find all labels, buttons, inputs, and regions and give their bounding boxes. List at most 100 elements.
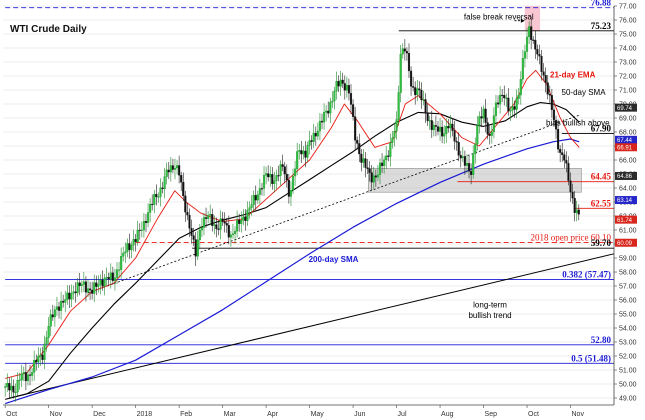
candle-body xyxy=(236,219,239,232)
candle-body xyxy=(78,282,81,286)
candle-body xyxy=(250,204,253,208)
candle-body xyxy=(482,108,485,119)
candle-body xyxy=(43,343,46,360)
candle-body xyxy=(515,98,518,110)
candle-body xyxy=(258,188,261,195)
candle-body xyxy=(312,132,315,142)
candle-body xyxy=(248,207,251,211)
candle-body xyxy=(352,104,355,117)
candle-body xyxy=(200,227,203,231)
candle-body xyxy=(511,106,514,111)
candle-body xyxy=(219,218,222,230)
candle-body xyxy=(550,95,553,110)
candle-body xyxy=(345,85,348,91)
candle-body xyxy=(14,391,17,394)
candle-body xyxy=(74,291,77,294)
candle-body xyxy=(132,239,135,246)
candle-body xyxy=(314,132,317,137)
candle-body xyxy=(530,26,533,40)
annotation: long-term xyxy=(473,301,507,310)
candle-body xyxy=(488,134,491,136)
candle-body xyxy=(118,269,121,271)
candle-body xyxy=(142,220,145,231)
candle-body xyxy=(254,195,257,201)
candle-body xyxy=(521,58,524,80)
candle-body xyxy=(420,89,423,101)
candle-body xyxy=(16,380,19,393)
y-tick-label: 51.00 xyxy=(619,367,637,374)
candle-body xyxy=(215,224,218,229)
y-tick-label: 73.00 xyxy=(619,59,637,66)
candle-body xyxy=(122,252,125,257)
candle-body xyxy=(476,125,479,145)
candle-body xyxy=(111,272,114,281)
candle-body xyxy=(6,383,9,387)
candle-body xyxy=(378,162,382,175)
candle-body xyxy=(192,235,195,240)
candle-body xyxy=(298,150,301,152)
candle-body xyxy=(115,269,119,278)
candle-body xyxy=(22,372,25,374)
candle-body xyxy=(70,293,73,300)
y-tick-label: 66.00 xyxy=(619,157,637,164)
candle-body xyxy=(546,82,549,95)
candle-body xyxy=(557,129,560,150)
candle-body xyxy=(341,79,344,84)
candle-body xyxy=(333,90,336,102)
candle-body xyxy=(486,122,489,135)
candle-body xyxy=(428,120,431,122)
x-tick-label: Feb xyxy=(180,411,192,418)
candle-body xyxy=(414,87,417,96)
candle-body xyxy=(155,194,158,198)
candle-body xyxy=(167,169,170,173)
price-tag-label: 67.44 xyxy=(617,138,633,144)
price-tag-label: 64.86 xyxy=(617,174,633,180)
candle-body xyxy=(33,360,36,373)
candle-body xyxy=(306,145,309,158)
candle-body xyxy=(513,106,516,110)
candle-body xyxy=(91,289,94,294)
candle-body xyxy=(323,112,326,123)
candle-body xyxy=(128,243,131,251)
candle-body xyxy=(173,167,177,170)
candle-body xyxy=(507,97,510,112)
candle-body xyxy=(140,229,143,231)
candle-body xyxy=(97,284,100,287)
price-tag xyxy=(615,238,637,247)
candle-body xyxy=(89,288,92,291)
candle-body xyxy=(35,360,38,363)
price-tag xyxy=(615,135,637,144)
candle-body xyxy=(130,244,133,251)
candle-body xyxy=(101,279,104,287)
price-axis-background xyxy=(614,0,645,420)
candle-body xyxy=(422,99,425,101)
candle-body xyxy=(41,354,44,360)
candle-body xyxy=(358,143,361,155)
price-tag-label: 61.74 xyxy=(617,218,633,224)
price-tag-label: 66.91 xyxy=(617,145,633,151)
price-tag xyxy=(615,215,637,224)
candle-body xyxy=(82,281,85,285)
candle-body xyxy=(534,39,537,50)
candle-body xyxy=(563,154,566,161)
x-tick-label: May xyxy=(311,411,325,418)
candle-body xyxy=(331,100,334,103)
candle-body xyxy=(370,172,373,183)
level-label: 62.55 xyxy=(591,198,612,208)
annotation: 50-day SMA xyxy=(562,88,607,97)
candle-body xyxy=(416,88,419,96)
level-label: 52.80 xyxy=(591,335,612,345)
y-tick-label: 54.00 xyxy=(619,325,637,332)
candle-body xyxy=(434,125,437,127)
y-tick-label: 69.00 xyxy=(619,115,637,122)
level-label: 59.70 xyxy=(591,238,612,248)
candle-body xyxy=(316,130,319,137)
candle-body xyxy=(300,150,303,155)
trendline xyxy=(9,253,615,399)
candle-body xyxy=(496,102,500,105)
x-tick-label: 2018 xyxy=(137,411,153,418)
candle-body xyxy=(198,229,201,241)
candle-body xyxy=(490,131,493,136)
candle-body xyxy=(120,256,123,270)
candle-body xyxy=(519,79,522,96)
